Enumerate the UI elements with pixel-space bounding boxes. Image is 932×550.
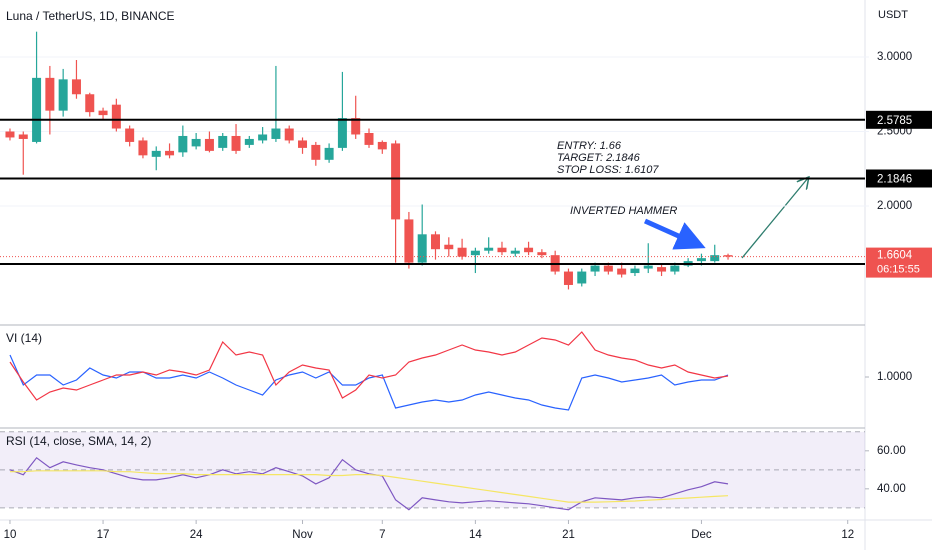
x-tick-label: 21 [562,529,575,541]
pointer-arrow [643,218,706,250]
level-label: 2.1846 [877,174,912,186]
candle-body [444,244,454,250]
candle-body [71,79,81,95]
y-tick-label: 2.0000 [877,200,912,212]
candle-body [603,265,613,272]
x-tick-label: 7 [379,529,385,541]
candle-body [311,144,321,160]
annotation: STOP LOSS: 1.6107 [557,164,659,176]
candle-body [231,135,241,151]
candle-body [58,79,68,111]
candle-body [710,255,720,262]
candle-body [32,77,42,142]
axis-unit: USDT [878,9,908,21]
x-tick-label: Dec [691,529,712,541]
candle-body [45,77,55,111]
y-tick-label: 3.0000 [877,51,912,63]
candle-body [258,134,268,141]
candle-body [484,247,494,251]
candle-body [125,128,135,142]
candle-body [191,138,201,147]
candle-body [417,234,427,263]
x-tick-label: 12 [841,529,854,541]
candle-body [298,140,308,148]
x-tick-label: 10 [4,529,17,541]
candle-body [657,267,667,272]
candle-body [111,104,121,129]
target-arrow [741,178,808,259]
candle-body [430,234,440,250]
annotation: ENTRY: 1.66 [557,140,622,152]
candle-body [510,250,520,254]
candle-body [696,258,706,262]
candle-body [404,219,414,263]
candle-body [138,140,148,156]
candle-body [630,268,640,274]
series-line [9,354,729,411]
x-tick-label: 24 [190,529,203,541]
x-tick-label: 17 [97,529,110,541]
series-line [10,470,729,503]
candle-body [563,271,573,285]
series-line [9,456,729,511]
candle-body [18,134,28,139]
last-price-box [866,247,932,278]
candle-body [577,271,587,284]
level-label: 2.5785 [877,115,912,127]
candle-body [204,138,214,151]
candle-body [617,268,627,275]
level-box [866,110,932,129]
candle-body [590,265,600,272]
annotation: INVERTED HAMMER [570,205,677,217]
countdown: 06:15:55 [877,264,920,276]
candle-body [337,118,347,148]
x-tick-label: 14 [469,529,482,541]
x-tick-label: Nov [292,529,313,541]
candle-body [178,135,188,153]
last-price-label: 1.6604 [877,250,913,262]
candle-body [284,128,294,141]
candle-body [5,131,15,138]
candle-body [364,132,374,145]
candle-body [165,150,175,156]
candle-body [98,110,108,116]
candle-body [151,150,161,157]
candle-body [723,255,733,257]
candle-body [377,141,387,150]
candle-body [391,143,401,220]
pane-title: Luna / TetherUS, 1D, BINANCE [6,9,175,23]
candle-body [218,135,228,148]
pane-title: VI (14) [6,331,42,345]
pane-title: RSI (14, close, SMA, 14, 2) [6,434,151,448]
candle-body [643,265,653,269]
candle-body [470,250,480,256]
y-tick-label: 60.00 [877,445,906,457]
y-tick-label: 40.00 [877,483,906,495]
annotation: TARGET: 2.1846 [557,152,641,164]
candle-body [524,247,534,253]
y-tick-label: 1.0000 [877,371,912,383]
series-line [9,331,729,401]
candle-body [324,147,334,160]
candle-body [351,118,361,135]
level-box [866,169,932,188]
candle-body [85,94,95,113]
candle-body [497,247,507,253]
candle-body [537,252,547,256]
candle-body [244,138,254,145]
candle-body [670,265,680,272]
candle-body [457,247,467,257]
candle-body [271,128,281,139]
